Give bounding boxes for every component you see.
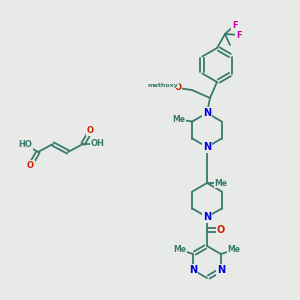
Text: F: F bbox=[236, 31, 242, 40]
Text: methoxy: methoxy bbox=[148, 82, 178, 88]
Text: N: N bbox=[203, 142, 211, 152]
Text: N: N bbox=[217, 265, 225, 275]
Text: Me: Me bbox=[174, 245, 187, 254]
Text: O: O bbox=[175, 83, 182, 92]
Text: N: N bbox=[189, 265, 197, 275]
Text: O: O bbox=[27, 160, 34, 169]
Text: methoxy: methoxy bbox=[148, 82, 178, 88]
Text: F: F bbox=[232, 20, 238, 29]
Text: HO: HO bbox=[18, 140, 32, 149]
Text: OH: OH bbox=[91, 140, 105, 148]
Text: O: O bbox=[87, 126, 94, 135]
Text: N: N bbox=[203, 212, 211, 222]
Text: Me: Me bbox=[214, 178, 227, 188]
Text: Me: Me bbox=[227, 245, 240, 254]
Text: N: N bbox=[203, 108, 211, 118]
Text: Me: Me bbox=[172, 115, 185, 124]
Text: O: O bbox=[217, 225, 225, 235]
